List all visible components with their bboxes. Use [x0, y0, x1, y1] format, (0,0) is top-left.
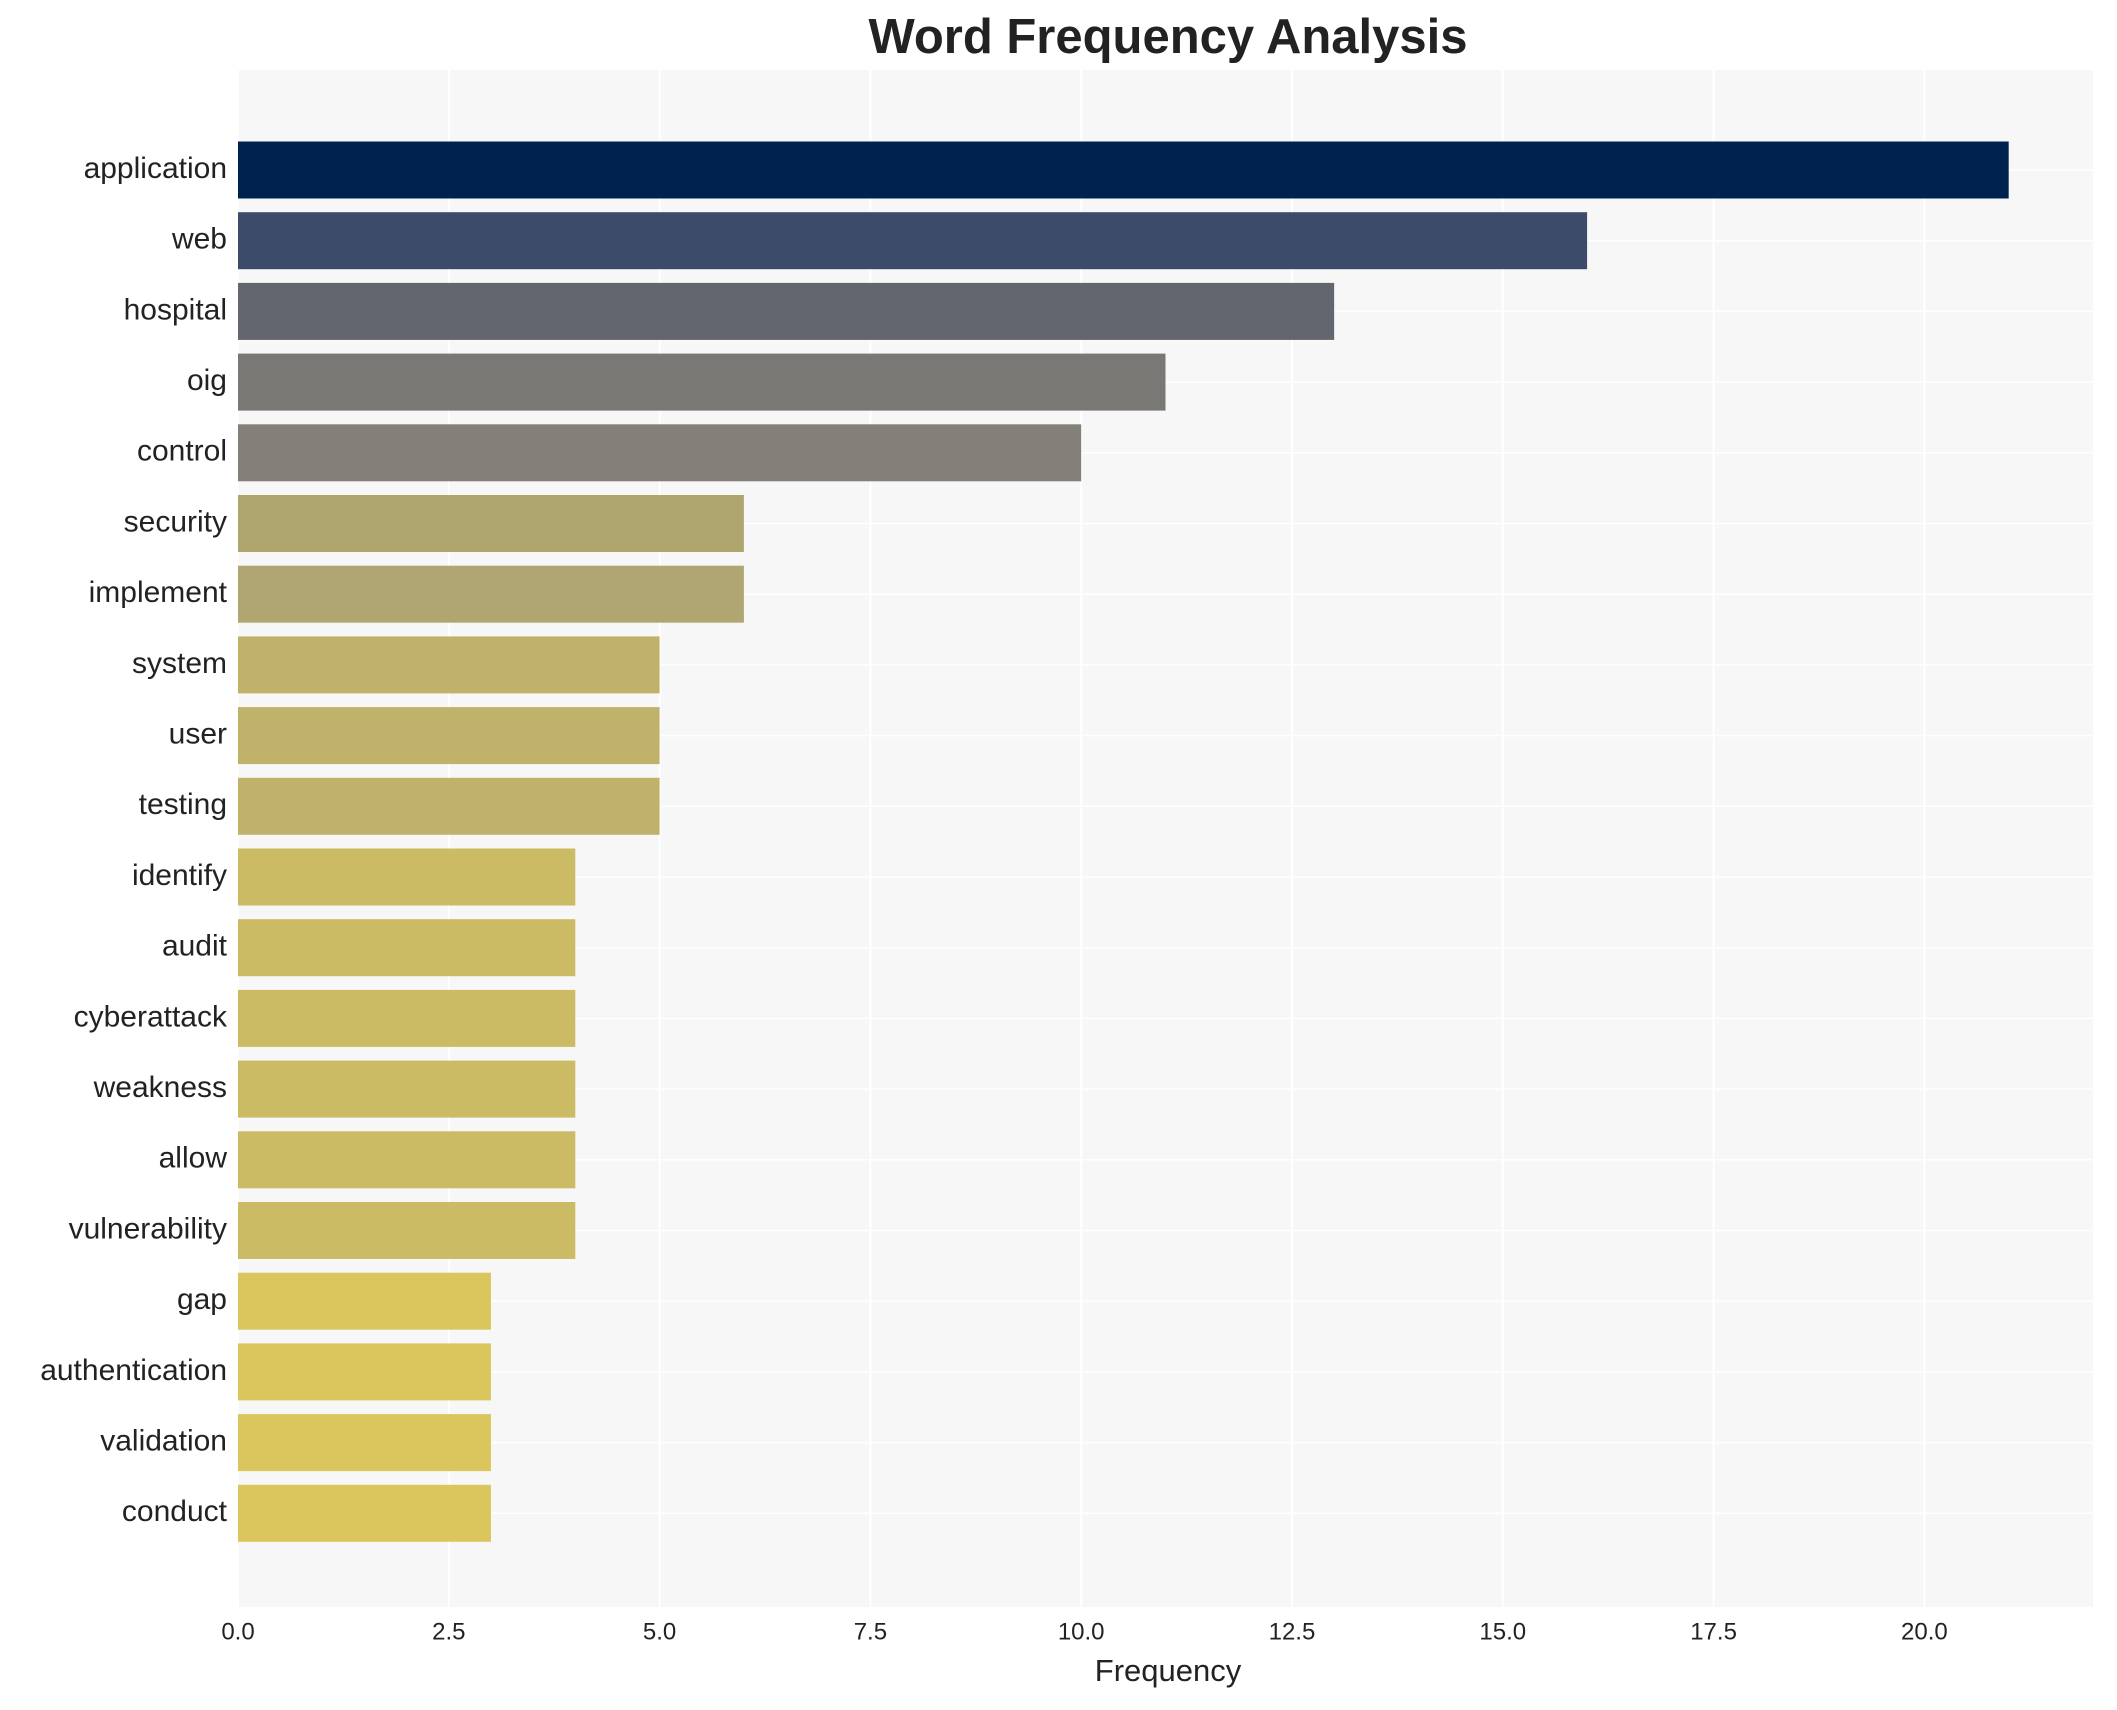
y-tick-label: testing	[139, 788, 227, 821]
bar	[238, 1131, 576, 1189]
bar	[238, 707, 660, 765]
bar	[238, 212, 1588, 270]
x-tick-label: 17.5	[1690, 1618, 1737, 1645]
bar	[238, 1414, 491, 1472]
y-tick-label: audit	[162, 930, 228, 963]
bar	[238, 1343, 491, 1401]
y-tick-label: vulnerability	[69, 1212, 227, 1245]
bar	[238, 353, 1166, 411]
bar	[238, 282, 1335, 340]
x-tick-label: 10.0	[1058, 1618, 1105, 1645]
y-tick-label: web	[171, 223, 227, 256]
y-tick-label: weakness	[93, 1071, 227, 1104]
x-tick-label: 20.0	[1901, 1618, 1948, 1645]
x-tick-label: 7.5	[854, 1618, 887, 1645]
y-tick-label: application	[84, 152, 227, 185]
y-tick-label: validation	[100, 1425, 227, 1458]
bar	[238, 565, 744, 623]
chart-title: Word Frequency Analysis	[868, 10, 1467, 64]
x-axis-label: Frequency	[1095, 1653, 1242, 1688]
bar	[238, 1202, 576, 1259]
bar	[238, 141, 2009, 199]
y-tick-label: control	[137, 435, 227, 468]
y-tick-label: conduct	[122, 1495, 228, 1528]
bar	[238, 1060, 576, 1118]
bar	[238, 777, 660, 835]
bar	[238, 424, 1082, 482]
y-tick-label: implement	[89, 576, 228, 609]
y-tick-label: cyberattack	[74, 1000, 228, 1033]
x-tick-label: 0.0	[221, 1618, 254, 1645]
bar	[238, 989, 576, 1047]
y-tick-label: gap	[177, 1283, 227, 1316]
x-tick-label: 5.0	[643, 1618, 676, 1645]
bar	[238, 1272, 491, 1330]
bar	[238, 1484, 491, 1542]
y-tick-label: authentication	[40, 1354, 227, 1387]
y-tick-label: identify	[132, 859, 227, 892]
bar	[238, 495, 744, 552]
bar	[238, 848, 576, 906]
x-tick-label: 2.5	[432, 1618, 465, 1645]
y-tick-label: system	[132, 647, 227, 680]
x-tick-label: 12.5	[1269, 1618, 1316, 1645]
x-tick-label: 15.0	[1479, 1618, 1526, 1645]
y-tick-label: allow	[159, 1142, 228, 1175]
y-tick-label: hospital	[124, 293, 227, 326]
y-tick-label: oig	[187, 364, 227, 397]
y-tick-label: user	[169, 718, 227, 751]
bar	[238, 636, 660, 694]
bar	[238, 919, 576, 977]
y-tick-label: security	[124, 505, 227, 538]
